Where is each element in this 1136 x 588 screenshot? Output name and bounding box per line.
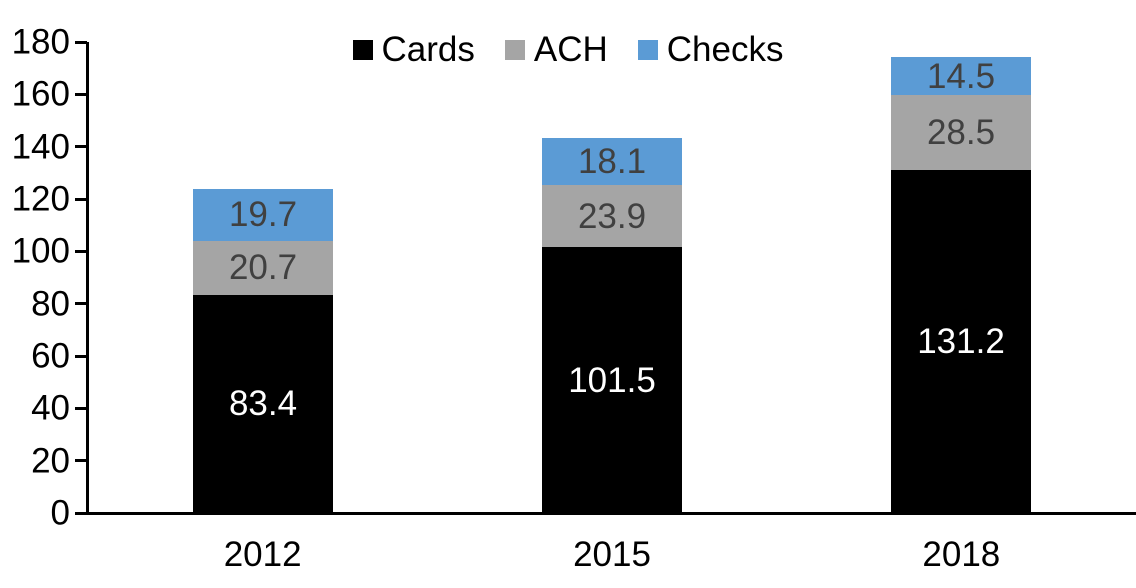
legend-item-checks: Checks <box>637 30 784 69</box>
bar-segment-ach-2015: 23.9 <box>542 184 682 248</box>
y-axis-tick <box>75 198 87 201</box>
x-axis-label-2018: 2018 <box>922 535 1001 574</box>
y-axis-tick <box>75 93 87 96</box>
legend-label-checks: Checks <box>666 30 784 69</box>
legend-label-cards: Cards <box>381 30 475 69</box>
y-axis-tick-label: 180 <box>11 22 70 62</box>
bar-value-label: 23.9 <box>577 196 647 236</box>
y-axis-tick <box>75 355 87 358</box>
bar-segment-ach-2018: 28.5 <box>891 95 1031 170</box>
y-axis-tick-label: 160 <box>11 74 70 114</box>
bar-value-label: 101.5 <box>568 360 656 400</box>
legend-label-ach: ACH <box>533 30 608 69</box>
legend-item-cards: Cards <box>352 30 475 69</box>
y-axis-tick <box>75 459 87 462</box>
bar-value-label: 18.1 <box>577 141 647 181</box>
y-axis-tick <box>75 302 87 305</box>
y-axis-tick-label: 60 <box>31 336 70 376</box>
y-axis-tick <box>75 145 87 148</box>
y-axis-tick-label: 40 <box>31 388 70 428</box>
bar-value-label: 20.7 <box>228 248 298 288</box>
bar-value-label: 14.5 <box>926 56 996 96</box>
bar-segment-checks-2012: 19.7 <box>193 189 333 241</box>
x-axis-label-2015: 2015 <box>573 535 651 574</box>
bar-value-label: 19.7 <box>228 195 298 235</box>
chart-legend: Cards ACH Checks <box>0 32 1136 67</box>
y-axis-tick <box>75 250 87 253</box>
legend-swatch-ach <box>504 39 525 60</box>
legend-item-ach: ACH <box>504 30 608 69</box>
bar-segment-ach-2012: 20.7 <box>193 240 333 295</box>
bar-value-label: 83.4 <box>228 384 298 424</box>
y-axis-line <box>86 42 89 515</box>
x-axis-label-2012: 2012 <box>223 535 302 574</box>
bar-segment-checks-2015: 18.1 <box>542 137 682 185</box>
y-axis-tick-label: 0 <box>50 493 70 533</box>
y-axis-tick <box>75 41 87 44</box>
y-axis-tick-label: 100 <box>11 231 70 271</box>
y-axis-tick <box>75 407 87 410</box>
y-axis-tick <box>75 512 87 515</box>
bar-segment-cards-2018: 131.2 <box>891 169 1031 513</box>
y-axis-tick-label: 20 <box>31 441 70 481</box>
bar-segment-checks-2018: 14.5 <box>891 56 1031 96</box>
x-axis-line <box>86 512 1136 515</box>
legend-swatch-checks <box>637 39 658 60</box>
bar-value-label: 28.5 <box>926 112 996 152</box>
bar-value-label: 131.2 <box>917 321 1005 361</box>
bar-segment-cards-2015: 101.5 <box>542 247 682 513</box>
y-axis-tick-label: 140 <box>11 127 70 167</box>
y-axis-tick-label: 120 <box>11 179 70 219</box>
legend-swatch-cards <box>352 39 373 60</box>
y-axis-tick-label: 80 <box>31 284 70 324</box>
bar-segment-cards-2012: 83.4 <box>193 294 333 513</box>
